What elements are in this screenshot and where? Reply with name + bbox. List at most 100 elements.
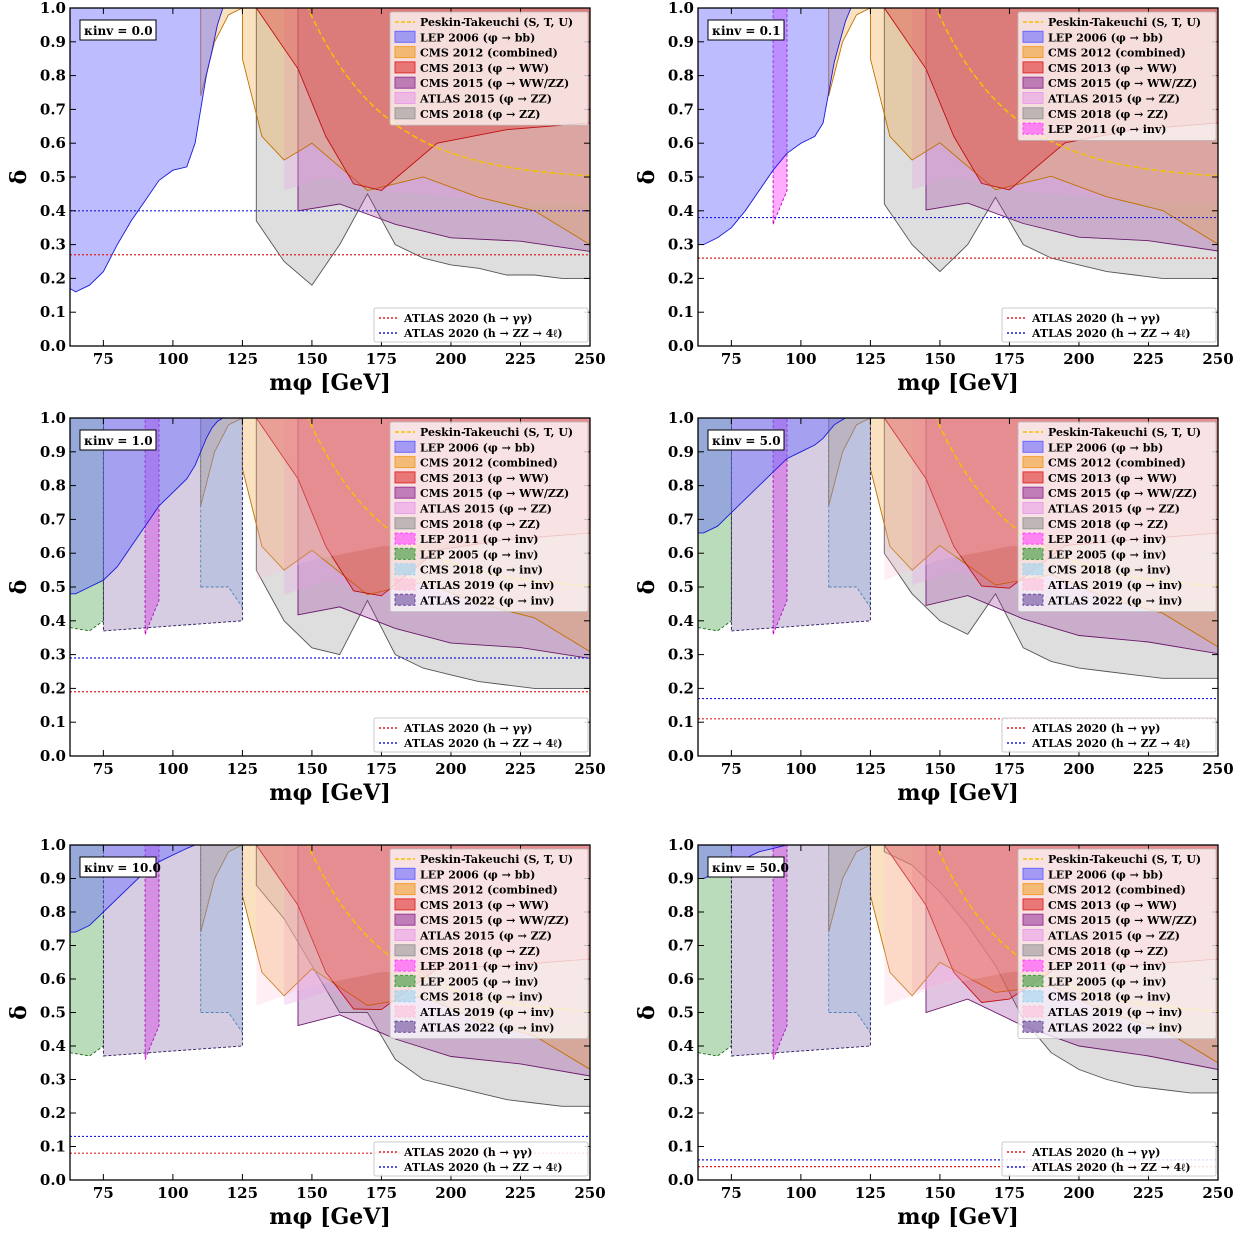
legend-label: ATLAS 2015 (φ → ZZ) xyxy=(419,930,552,943)
legend-label: CMS 2018 (φ → ZZ) xyxy=(1048,518,1168,531)
x-axis-label: mφ [GeV] xyxy=(897,370,1019,396)
x-tick-label: 200 xyxy=(1063,760,1094,778)
y-tick-label: 0.2 xyxy=(668,1104,694,1122)
legend-label: ATLAS 2015 (φ → ZZ) xyxy=(1047,93,1180,106)
legend-h-label: ATLAS 2020 (h → γγ) xyxy=(1031,722,1160,735)
y-tick-label: 1.0 xyxy=(40,409,66,427)
legend-h-label: ATLAS 2020 (h → γγ) xyxy=(403,1146,532,1159)
legend-label: LEP 2011 (φ → inv) xyxy=(1048,533,1166,546)
kappa-label: κinv = 1.0 xyxy=(84,434,153,448)
x-tick-label: 250 xyxy=(574,350,605,368)
legend-swatch xyxy=(1022,959,1044,972)
legend-swatch xyxy=(1022,867,1044,880)
y-tick-label: 0.3 xyxy=(40,1071,66,1089)
legend-swatch xyxy=(394,959,416,972)
legend-label: CMS 2013 (φ → WW) xyxy=(420,62,549,75)
legend-label: CMS 2015 (φ → WW/ZZ) xyxy=(1048,914,1197,927)
y-tick-label: 0.7 xyxy=(668,100,694,118)
legend-label: CMS 2013 (φ → WW) xyxy=(420,472,549,485)
legend-label: LEP 2005 (φ → inv) xyxy=(1048,975,1166,988)
y-tick-label: 1.0 xyxy=(40,836,66,854)
legend-swatch xyxy=(1022,30,1044,43)
y-tick-label: 0.7 xyxy=(40,510,66,528)
legend-box xyxy=(389,848,589,1040)
legend-h-label: ATLAS 2020 (h → ZZ → 4ℓ) xyxy=(403,327,563,340)
legend-swatch xyxy=(1022,883,1044,896)
x-tick-label: 175 xyxy=(366,760,397,778)
legend-label: CMS 2018 (φ → ZZ) xyxy=(420,108,540,121)
legend-label: CMS 2018 (φ → inv) xyxy=(1048,991,1171,1004)
legend-swatch xyxy=(1022,46,1044,59)
y-tick-label: 0.9 xyxy=(40,443,66,461)
y-tick-label: 0.6 xyxy=(40,134,66,152)
legend-label: CMS 2013 (φ → WW) xyxy=(1048,472,1177,485)
atlas2022-inv-region xyxy=(730,845,871,1057)
legend-h-label: ATLAS 2020 (h → γγ) xyxy=(403,722,532,735)
legend-label: Peskin-Takeuchi (S, T, U) xyxy=(1048,426,1201,439)
x-axis-label: mφ [GeV] xyxy=(269,780,391,806)
y-tick-label: 0.6 xyxy=(668,544,694,562)
lep2011-inv-region xyxy=(772,845,788,1060)
y-tick-label: 0.6 xyxy=(668,134,694,152)
kappa-label: κinv = 10.0 xyxy=(84,861,161,875)
y-tick-label: 0.4 xyxy=(40,612,66,630)
legend-swatch xyxy=(394,990,416,1003)
legend-label: ATLAS 2019 (φ → inv) xyxy=(419,579,554,592)
legend-swatch xyxy=(394,867,416,880)
lep2005-inv-region xyxy=(698,418,732,632)
x-axis-label: mφ [GeV] xyxy=(897,1204,1019,1230)
x-tick-label: 100 xyxy=(785,1184,816,1202)
legend-label: CMS 2012 (combined) xyxy=(1048,457,1186,470)
y-tick-label: 0.1 xyxy=(40,1138,66,1156)
legend-label: CMS 2018 (φ → inv) xyxy=(420,564,543,577)
legend-label: ATLAS 2019 (φ → inv) xyxy=(419,1006,554,1019)
y-tick-label: 0.2 xyxy=(40,1104,66,1122)
x-axis-label: mφ [GeV] xyxy=(269,370,391,396)
legend-h-box xyxy=(373,1141,589,1177)
y-tick-label: 0.4 xyxy=(40,202,66,220)
x-tick-label: 150 xyxy=(924,1184,955,1202)
legend-box xyxy=(389,11,589,126)
y-tick-label: 0.0 xyxy=(668,337,694,355)
y-tick-label: 0.7 xyxy=(668,510,694,528)
x-tick-label: 175 xyxy=(994,350,1025,368)
x-tick-label: 225 xyxy=(505,760,536,778)
y-tick-label: 0.4 xyxy=(40,1037,66,1055)
legend-h-box xyxy=(1001,717,1217,753)
y-tick-label: 0.3 xyxy=(40,646,66,664)
legend-label: LEP 2011 (φ → inv) xyxy=(420,533,538,546)
x-tick-label: 125 xyxy=(227,350,258,368)
y-axis-label: δ xyxy=(634,170,660,185)
legend-swatch xyxy=(1022,1020,1044,1033)
legend-label: CMS 2015 (φ → WW/ZZ) xyxy=(420,77,569,90)
legend-swatch xyxy=(1022,61,1044,74)
y-axis-label: δ xyxy=(634,580,660,595)
y-tick-label: 0.1 xyxy=(40,713,66,731)
legend-swatch xyxy=(1022,990,1044,1003)
legend-swatch xyxy=(394,456,416,469)
legend-swatch xyxy=(394,61,416,74)
y-tick-label: 0.9 xyxy=(668,870,694,888)
legend-swatch xyxy=(1022,456,1044,469)
x-tick-label: 225 xyxy=(505,1184,536,1202)
legend-swatch xyxy=(394,440,416,453)
x-tick-label: 150 xyxy=(296,350,327,368)
lep2006-bb-region xyxy=(70,8,224,293)
legend-label: LEP 2006 (φ → bb) xyxy=(420,441,535,454)
x-tick-label: 125 xyxy=(855,350,886,368)
chart-panel: 0.0 0.1 0.2 0.3 0.4 0.5 0.6 0.7 0.8 0.9 1.0 75 100 12… xyxy=(6,836,606,1230)
legend-label: ATLAS 2022 (φ → inv) xyxy=(419,1021,554,1034)
y-tick-label: 1.0 xyxy=(668,836,694,854)
legend-swatch xyxy=(1022,974,1044,987)
x-tick-label: 100 xyxy=(157,760,188,778)
legend-swatch xyxy=(1022,563,1044,576)
legend-h-box xyxy=(1001,307,1217,343)
legend-label: CMS 2012 (combined) xyxy=(420,884,558,897)
legend-h-box xyxy=(1001,1141,1217,1177)
lep2005-inv-region xyxy=(70,418,104,632)
legend-swatch xyxy=(394,107,416,120)
y-tick-label: 0.3 xyxy=(668,646,694,664)
x-tick-label: 75 xyxy=(721,350,742,368)
lep2011-inv-region xyxy=(772,8,788,225)
kappa-label: κinv = 0.1 xyxy=(712,24,781,38)
